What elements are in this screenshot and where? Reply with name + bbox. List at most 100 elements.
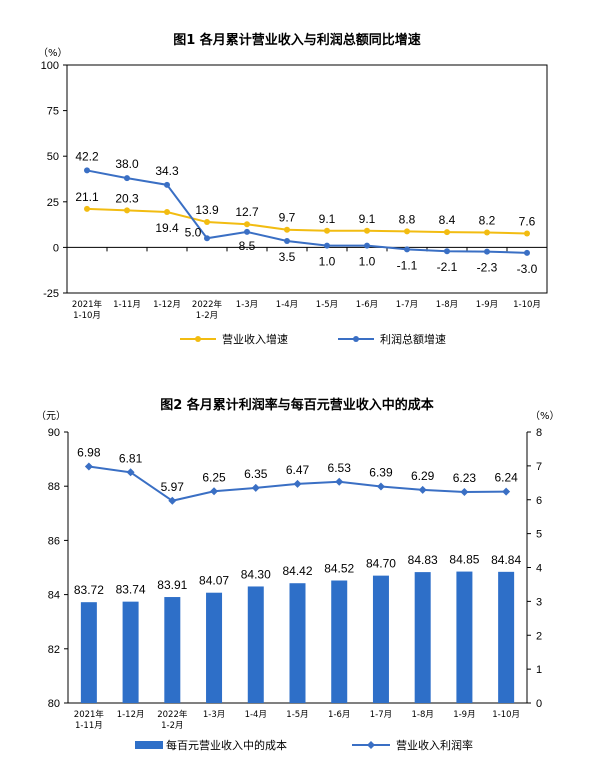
chart1-point <box>84 167 90 174</box>
chart1-point <box>484 248 490 255</box>
chart1-legend: 营业收入增速 利润总额增速 <box>180 332 446 346</box>
chart1-legend-label: 利润总额增速 <box>380 332 446 346</box>
chart2-legend-line-label: 营业收入利润率 <box>396 738 473 752</box>
chart1-data-label: 12.7 <box>235 205 259 219</box>
chart1-data-label: 13.9 <box>195 203 219 217</box>
chart2-line-point <box>293 479 302 488</box>
chart2-bar <box>206 592 223 703</box>
chart1-y-unit: （%） <box>38 47 68 59</box>
chart1-point <box>284 238 290 245</box>
chart2-line-point <box>418 485 427 494</box>
chart1-point <box>404 246 410 253</box>
chart2-bar-label: 84.42 <box>282 564 312 578</box>
chart2-line-label: 6.47 <box>286 463 310 477</box>
chart2-bar-label: 84.52 <box>324 562 354 576</box>
chart2-y-left-tick-label: 86 <box>48 535 60 547</box>
chart2-line-point <box>335 477 344 486</box>
chart2-line-point <box>84 462 93 471</box>
chart1-point <box>244 221 250 228</box>
chart1-data-label: 38.0 <box>115 157 139 171</box>
chart2-y-left-tick-label: 88 <box>48 481 60 493</box>
chart2-bar-label: 84.83 <box>408 553 438 567</box>
chart1-point <box>324 227 330 234</box>
chart1-x-tick-label: 1-5月 <box>316 300 338 310</box>
chart2-bar <box>80 602 97 703</box>
chart2-bar-label: 84.07 <box>199 574 229 588</box>
chart1-point <box>244 228 250 235</box>
chart1-point <box>204 235 210 242</box>
chart1-data-label: 19.4 <box>155 221 179 235</box>
chart2-y-left-tick-label: 82 <box>48 644 60 656</box>
chart2-line-point <box>168 496 177 505</box>
chart1-data-label: 5.0 <box>185 225 202 239</box>
chart1-data-label: 7.6 <box>519 215 536 229</box>
chart2-y-right-tick-label: 0 <box>536 698 542 710</box>
chart2-line-label: 6.25 <box>202 470 226 484</box>
chart1-y-tick-label: 50 <box>47 151 59 163</box>
chart2-x-tick-label: 2022年 <box>157 709 188 720</box>
chart1-x-tick-label: 1-7月 <box>396 300 418 310</box>
chart1-x-tick-label: 1-11月 <box>113 300 141 310</box>
chart1-data-label: 9.1 <box>319 212 336 226</box>
chart2-y-right-tick-label: 6 <box>536 495 542 507</box>
chart1-series-line-profit <box>86 169 528 254</box>
chart2-x-tick-label: 1-9月 <box>453 710 475 720</box>
chart1-data-label: -3.0 <box>517 262 538 276</box>
chart1-x-tick-label: 1-10月 <box>513 300 541 310</box>
chart2-legend-bar-swatch <box>135 741 163 749</box>
chart2-line-point <box>376 482 385 491</box>
chart2-bar-label: 83.74 <box>116 583 146 597</box>
chart1-title: 图1 各月累计营业收入与利润总额同比增速 <box>173 32 421 48</box>
chart1-x-tick-label: 1-4月 <box>276 300 298 310</box>
chart2-x-tick-label: 1-12月 <box>117 710 145 720</box>
chart2-y-right-tick-label: 3 <box>536 596 542 608</box>
chart2-line-label: 6.29 <box>411 469 435 483</box>
chart2-x-tick-label: 1-6月 <box>328 710 350 720</box>
chart2-bar-label: 83.72 <box>74 583 104 597</box>
chart2-bar-label: 83.91 <box>157 578 187 592</box>
chart2-y-right-tick-label: 2 <box>536 630 542 642</box>
chart1-point <box>364 227 370 234</box>
chart1-legend-marker <box>195 336 201 342</box>
chart2-y-right-tick-label: 8 <box>536 427 542 439</box>
chart2-x-tick-label: 1-2月 <box>161 721 183 731</box>
chart1-y-tick-label: 75 <box>47 106 59 118</box>
chart1-point <box>204 219 210 226</box>
chart1-series-line-revenue <box>86 207 528 235</box>
chart1-data-label: -2.1 <box>437 260 458 274</box>
chart2-y-right-tick-label: 4 <box>536 563 542 575</box>
chart1-data-label: -2.3 <box>477 261 498 275</box>
chart2-y-left-tick-label: 80 <box>48 698 60 710</box>
chart2-bar <box>289 583 306 703</box>
chart2-bar <box>456 571 473 703</box>
chart1-data-label: 9.7 <box>279 211 296 225</box>
chart2-line-label: 6.23 <box>453 471 477 485</box>
chart2-legend: 每百元营业收入中的成本 营业收入利润率 <box>135 738 473 752</box>
chart1-point <box>124 175 130 182</box>
chart1-legend-label: 营业收入增速 <box>222 332 288 346</box>
chart1-x-tick-label: 1-10月 <box>73 311 101 321</box>
chart1-x-tick-label: 1-12月 <box>153 300 181 310</box>
chart1-point <box>324 242 330 249</box>
chart1-point <box>404 228 410 235</box>
chart1-x-tick-label: 1-8月 <box>436 300 458 310</box>
chart1-point <box>164 181 170 188</box>
chart1-data-label: 1.0 <box>319 255 336 269</box>
chart1-x-tick-label: 2022年 <box>192 299 223 310</box>
chart1-point <box>444 248 450 255</box>
chart2-bar <box>414 572 431 703</box>
chart1-x-tick-label: 2021年 <box>72 299 103 310</box>
chart2-bar <box>164 597 181 703</box>
chart2-y-left-tick-label: 90 <box>48 427 60 439</box>
chart1-y-tick-label: 100 <box>41 60 59 72</box>
chart1-point <box>524 249 530 256</box>
chart2-line-point <box>126 468 135 477</box>
chart1-y-tick-label: 25 <box>47 197 59 209</box>
chart2-y-right-tick-label: 7 <box>536 461 542 473</box>
chart2-x-tick-label: 1-10月 <box>492 710 520 720</box>
chart1-x-tick-label: 1-2月 <box>196 311 218 321</box>
chart2-line-label: 5.97 <box>161 480 185 494</box>
chart1-x-tick-label: 1-3月 <box>236 300 258 310</box>
